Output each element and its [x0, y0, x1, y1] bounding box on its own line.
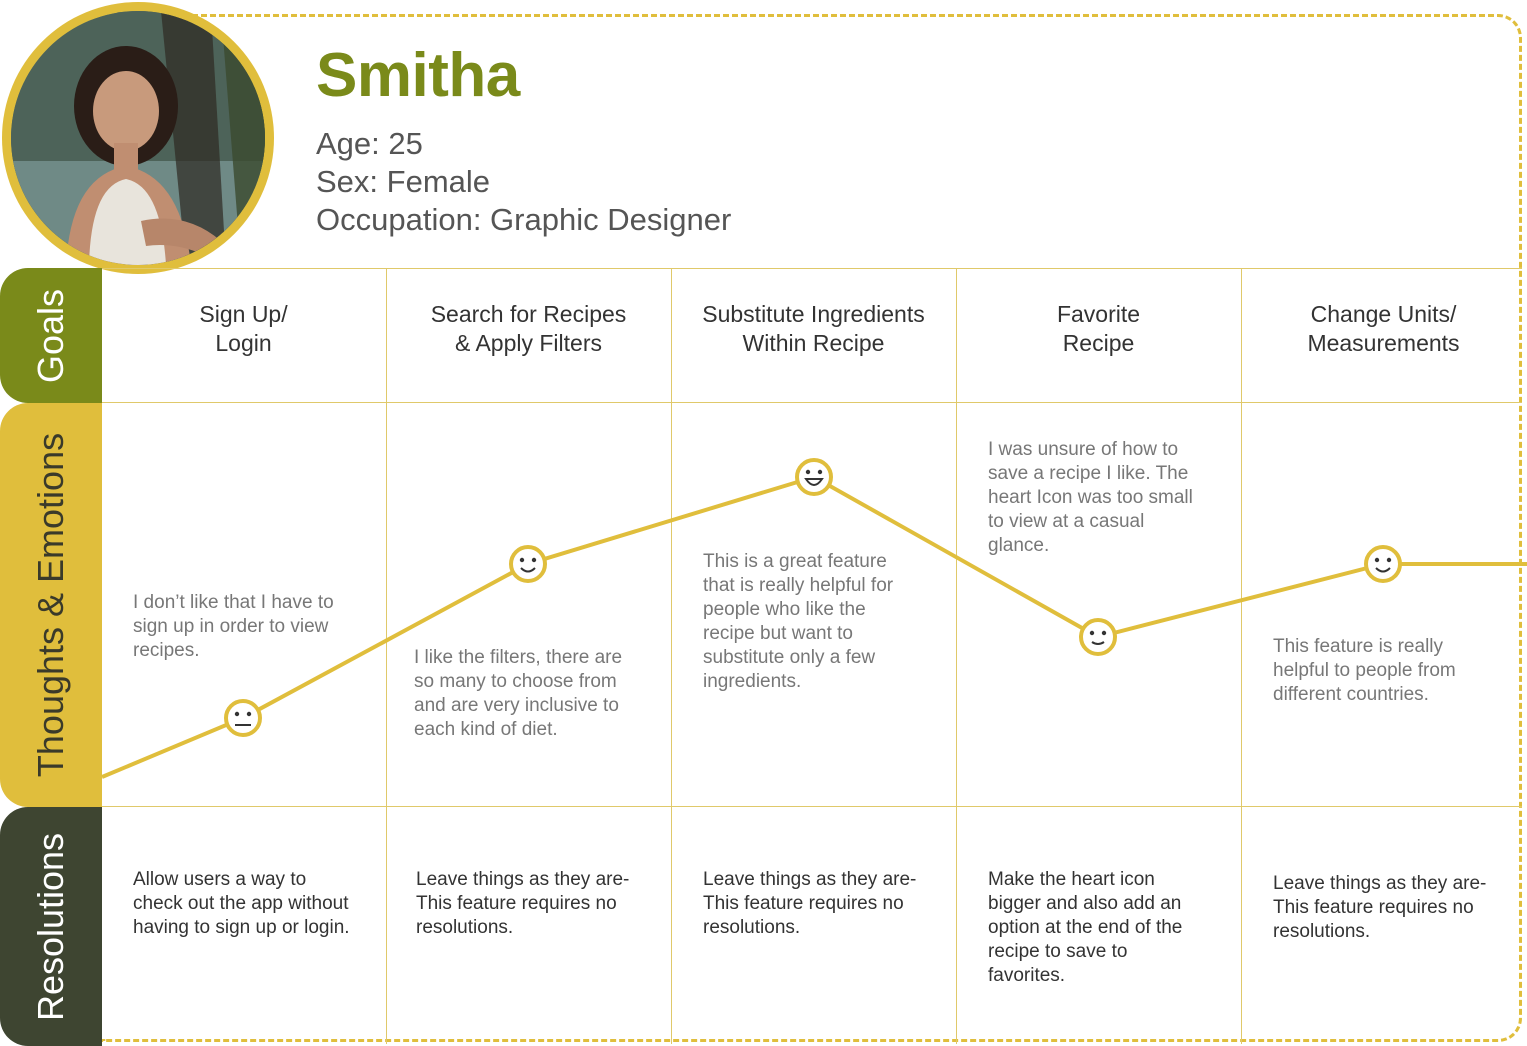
resolution-favorite-recipe: Make the heart icon bigger and also add …: [988, 869, 1183, 986]
grid-line-thoughts: [102, 806, 1522, 807]
slight-smile-face-icon: [1079, 618, 1117, 656]
grin-face-icon: [795, 458, 833, 496]
thought-substitute-ingredients: This is a great feature that is really h…: [703, 551, 894, 692]
resolution-search-recipes: Leave things as they are- This feature r…: [416, 869, 630, 938]
thought-sign-up: I don’t like that I have to sign up in o…: [133, 592, 334, 661]
persona-photo-illustration: [11, 11, 265, 265]
resolution-substitute-ingredients: Leave things as they are- This feature r…: [703, 869, 917, 938]
grid-column-divider: [671, 268, 672, 1044]
goal-line: Substitute Ingredients: [702, 301, 925, 327]
persona-name: Smitha: [316, 41, 520, 110]
row-label-thoughts: Thoughts & Emotions: [0, 403, 102, 807]
goal-search-recipes: Search for Recipes & Apply Filters: [386, 300, 671, 358]
goal-line: Search for Recipes: [430, 301, 627, 327]
row-label-resolutions: Resolutions: [0, 807, 102, 1046]
smile-face-icon: [1364, 545, 1402, 583]
goal-sign-up: Sign Up/ Login: [101, 300, 386, 358]
goal-line: Measurements: [1307, 330, 1460, 356]
smile-face-icon: [509, 545, 547, 583]
grid-column-divider: [956, 268, 957, 1044]
goal-favorite-recipe: Favorite Recipe: [956, 300, 1241, 358]
persona-age: Age: 25: [316, 126, 423, 161]
goal-line: Recipe: [1062, 330, 1135, 356]
goal-line: Favorite: [1056, 301, 1141, 327]
goal-line: Login: [215, 330, 272, 356]
persona-sex: Sex: Female: [316, 164, 491, 199]
goal-substitute-ingredients: Substitute Ingredients Within Recipe: [671, 300, 956, 358]
goal-line: Within Recipe: [742, 330, 885, 356]
journey-map-frame: [102, 14, 1522, 1042]
grid-column-divider: [1241, 268, 1242, 1044]
avatar: [2, 2, 274, 274]
persona-photo: [11, 11, 265, 265]
grid-column-divider: [386, 268, 387, 1044]
neutral-face-icon: [224, 699, 262, 737]
resolution-change-units: Leave things as they are- This feature r…: [1273, 873, 1487, 942]
row-label-goals: Goals: [0, 268, 102, 403]
thought-favorite-recipe: I was unsure of how to save a recipe I l…: [988, 439, 1193, 556]
grid-line-goals: [102, 402, 1522, 403]
resolution-sign-up: Allow users a way to check out the app w…: [133, 869, 350, 938]
thought-change-units: This feature is really helpful to people…: [1273, 636, 1456, 705]
goal-line: & Apply Filters: [455, 330, 602, 356]
persona-occupation: Occupation: Graphic Designer: [316, 202, 732, 237]
grid-line-top: [102, 268, 1522, 269]
thought-search-recipes: I like the filters, there are so many to…: [414, 647, 623, 740]
goal-line: Change Units/: [1310, 301, 1457, 327]
goal-change-units: Change Units/ Measurements: [1241, 300, 1526, 358]
goal-line: Sign Up/: [199, 301, 288, 327]
